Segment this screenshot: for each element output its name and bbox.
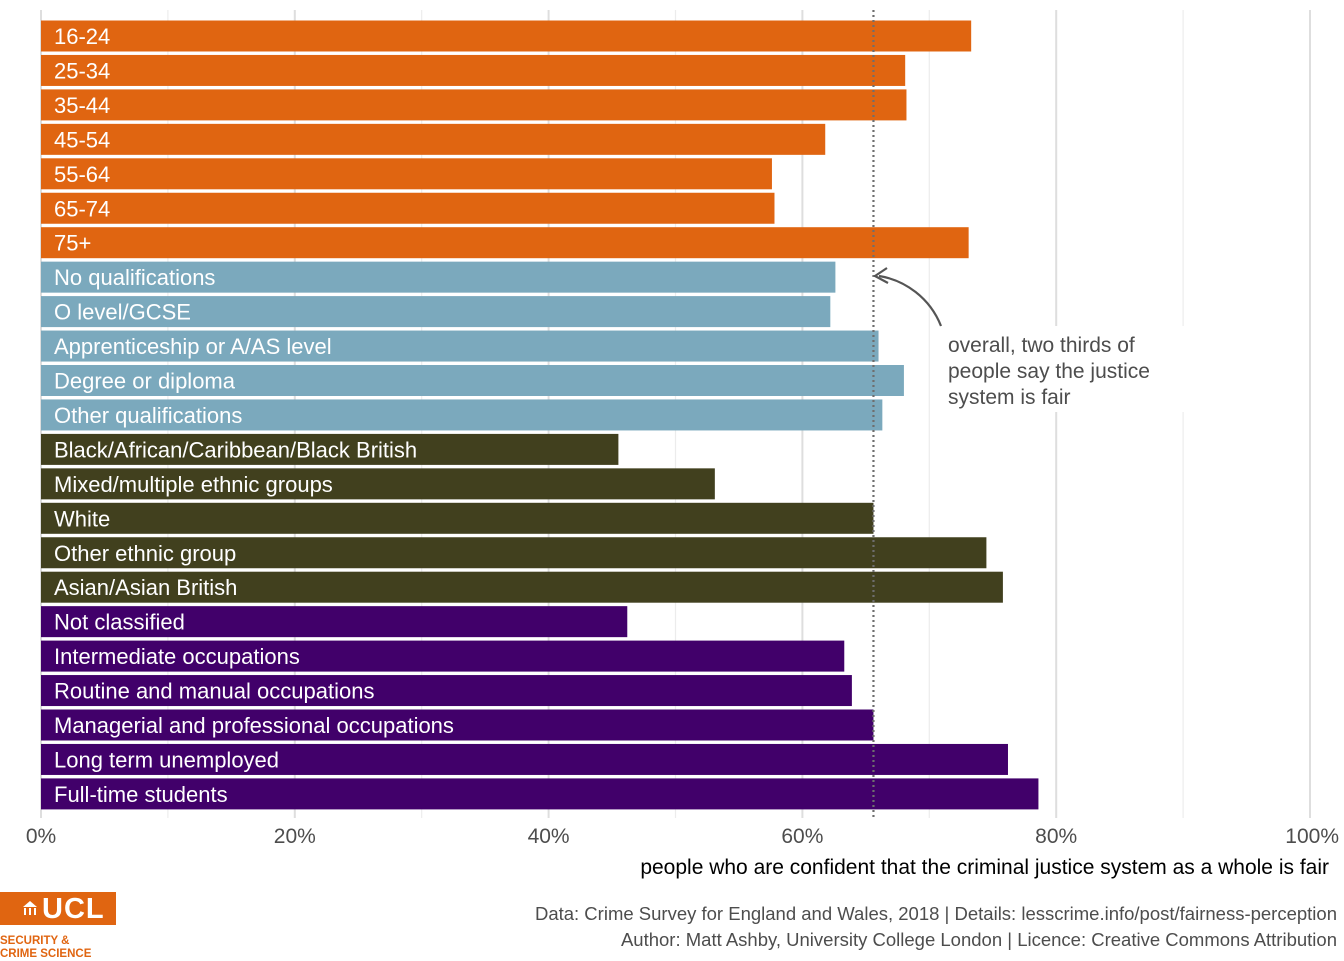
bar	[41, 709, 874, 741]
bar	[41, 192, 775, 224]
bar	[41, 743, 1008, 775]
bar-labels: 16-24 25-34 35-44 45-54 55-64 65-74 75+ No qual…	[54, 24, 454, 807]
bar-label: Managerial and professional occupations	[54, 713, 454, 738]
x-tick-label: 0%	[26, 825, 56, 848]
bar	[41, 54, 906, 86]
bar	[41, 502, 874, 534]
annotation-arrow	[878, 274, 943, 327]
bar-label: White	[54, 506, 110, 531]
bar-label: O level/GCSE	[54, 300, 191, 325]
ucl-logo: UCL SECURITY & CRIME SCIENCE	[0, 892, 130, 960]
bar	[41, 468, 715, 500]
annotation-background	[936, 326, 1186, 412]
bar-label: Full-time students	[54, 782, 228, 807]
bar-label: Degree or diploma	[54, 369, 236, 394]
logo-wordmark: UCL	[42, 893, 105, 925]
bar	[41, 399, 883, 431]
annotation: overall, two thirds of people say the jus…	[873, 267, 1186, 412]
bars	[41, 20, 1039, 810]
bar-label: Long term unemployed	[54, 747, 279, 772]
bar	[41, 123, 826, 155]
bar-label: Apprenticeship or A/AS level	[54, 334, 332, 359]
logo-subtitle-line-1: SECURITY &	[0, 935, 70, 947]
bar	[41, 330, 879, 362]
annotation-text-line: system is fair	[948, 386, 1071, 409]
bar-label: Intermediate occupations	[54, 644, 300, 669]
bar-label: 16-24	[54, 24, 110, 49]
annotation-text-line: overall, two thirds of	[948, 334, 1135, 357]
bar	[41, 537, 987, 569]
bar-label: 75+	[54, 231, 91, 256]
bar-label: 65-74	[54, 196, 110, 221]
bar	[41, 675, 852, 707]
bar-label: Black/African/Caribbean/Black British	[54, 437, 417, 462]
annotation-arrowhead	[873, 267, 889, 284]
bar	[41, 640, 845, 672]
bar-label: Asian/Asian British	[54, 575, 237, 600]
x-tick-label: 60%	[781, 825, 823, 848]
bar	[41, 296, 831, 328]
bar-label: 35-44	[54, 93, 110, 118]
x-axis-ticks: 0% 20% 40% 60% 80% 100%	[26, 825, 1339, 848]
bar	[41, 606, 628, 638]
bar	[41, 433, 619, 465]
bar-label: Mixed/multiple ethnic groups	[54, 472, 333, 497]
bar-label: 25-34	[54, 58, 110, 83]
bar-label: 55-64	[54, 162, 110, 187]
x-tick-label: 20%	[274, 825, 316, 848]
data-source-caption: Data: Crime Survey for England and Wales…	[534, 903, 1337, 924]
logo-subtitle-line-2: CRIME SCIENCE	[0, 948, 92, 960]
bar-label: Not classified	[54, 610, 185, 635]
bar	[41, 261, 836, 293]
logo-box: UCL	[0, 892, 116, 925]
x-axis-label: people who are confident that the crimin…	[640, 856, 1329, 879]
bar	[41, 227, 969, 259]
bar-label: Other qualifications	[54, 403, 242, 428]
bar	[41, 89, 907, 121]
bar	[41, 365, 904, 396]
bar	[41, 158, 772, 190]
chart: 16-24 25-34 35-44 45-54 55-64 65-74 75+ No qual…	[26, 10, 1339, 879]
x-tick-label: 100%	[1285, 825, 1339, 848]
portico-icon	[23, 901, 37, 915]
bar	[41, 20, 972, 52]
bar	[41, 778, 1039, 810]
bar-label: 45-54	[54, 127, 110, 152]
bar-label: Other ethnic group	[54, 541, 236, 566]
x-tick-label: 40%	[528, 825, 570, 848]
bar	[41, 571, 1003, 603]
author-caption: Author: Matt Ashby, University College L…	[620, 929, 1337, 950]
bar-label: No qualifications	[54, 265, 215, 290]
bar-label: Routine and manual occupations	[54, 679, 374, 704]
x-tick-label: 80%	[1035, 825, 1077, 848]
annotation-text-line: people say the justice	[948, 360, 1150, 383]
